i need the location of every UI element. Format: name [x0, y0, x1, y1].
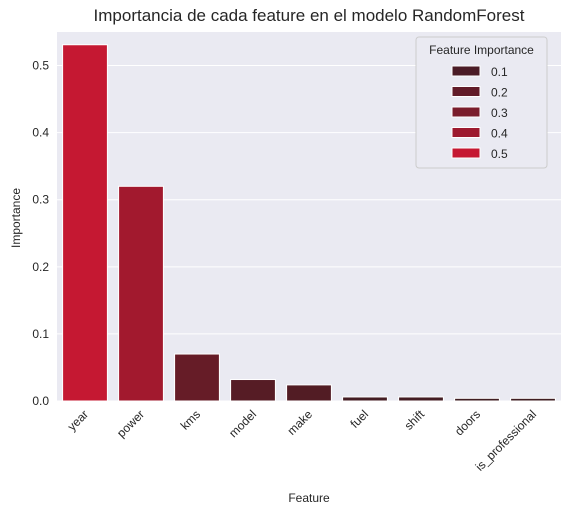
- bar: [230, 379, 276, 402]
- legend-entry-label: 0.2: [491, 86, 508, 100]
- x-tick-label: kms: [178, 407, 203, 432]
- x-tick-label: fuel: [348, 407, 372, 431]
- bar: [62, 44, 108, 402]
- y-tick-label: 0.4: [32, 126, 49, 140]
- legend-swatch: [451, 106, 481, 118]
- chart-title: Importancia de cada feature en el modelo…: [94, 6, 525, 25]
- legend-entry-label: 0.4: [491, 127, 508, 141]
- legend-swatch: [451, 127, 481, 138]
- y-tick-label: 0.5: [32, 59, 49, 73]
- legend-entry-label: 0.1: [491, 65, 508, 79]
- bar: [398, 396, 444, 402]
- x-axis-label: Feature: [288, 491, 330, 505]
- x-tick-label: power: [114, 407, 147, 440]
- x-tick-label: make: [284, 407, 315, 438]
- x-tick-label: shift: [402, 407, 428, 433]
- legend-swatch: [451, 86, 481, 97]
- legend: Feature Importance 0.1 0.2 0.3 0.4 0.5: [415, 36, 548, 169]
- x-tick-label: model: [226, 407, 259, 440]
- legend-entry-label: 0.3: [491, 106, 508, 120]
- y-axis-label: Importance: [9, 188, 23, 248]
- y-tick-label: 0.3: [32, 193, 49, 207]
- y-tick-label: 0.0: [32, 394, 49, 408]
- bar: [286, 384, 332, 402]
- bar: [510, 397, 556, 402]
- y-tick-label: 0.2: [32, 260, 49, 274]
- legend-title: Feature Importance: [429, 43, 534, 57]
- bar: [118, 185, 164, 402]
- legend-box: [415, 36, 548, 169]
- x-tick-label: year: [65, 407, 91, 433]
- bar: [174, 353, 220, 402]
- legend-entry-label: 0.5: [491, 147, 508, 161]
- bar: [454, 397, 500, 402]
- legend-swatch: [451, 65, 481, 77]
- x-tick-label: doors: [452, 407, 483, 438]
- bar: [342, 396, 388, 402]
- legend-swatch: [451, 147, 481, 159]
- y-tick-label: 0.1: [32, 327, 49, 341]
